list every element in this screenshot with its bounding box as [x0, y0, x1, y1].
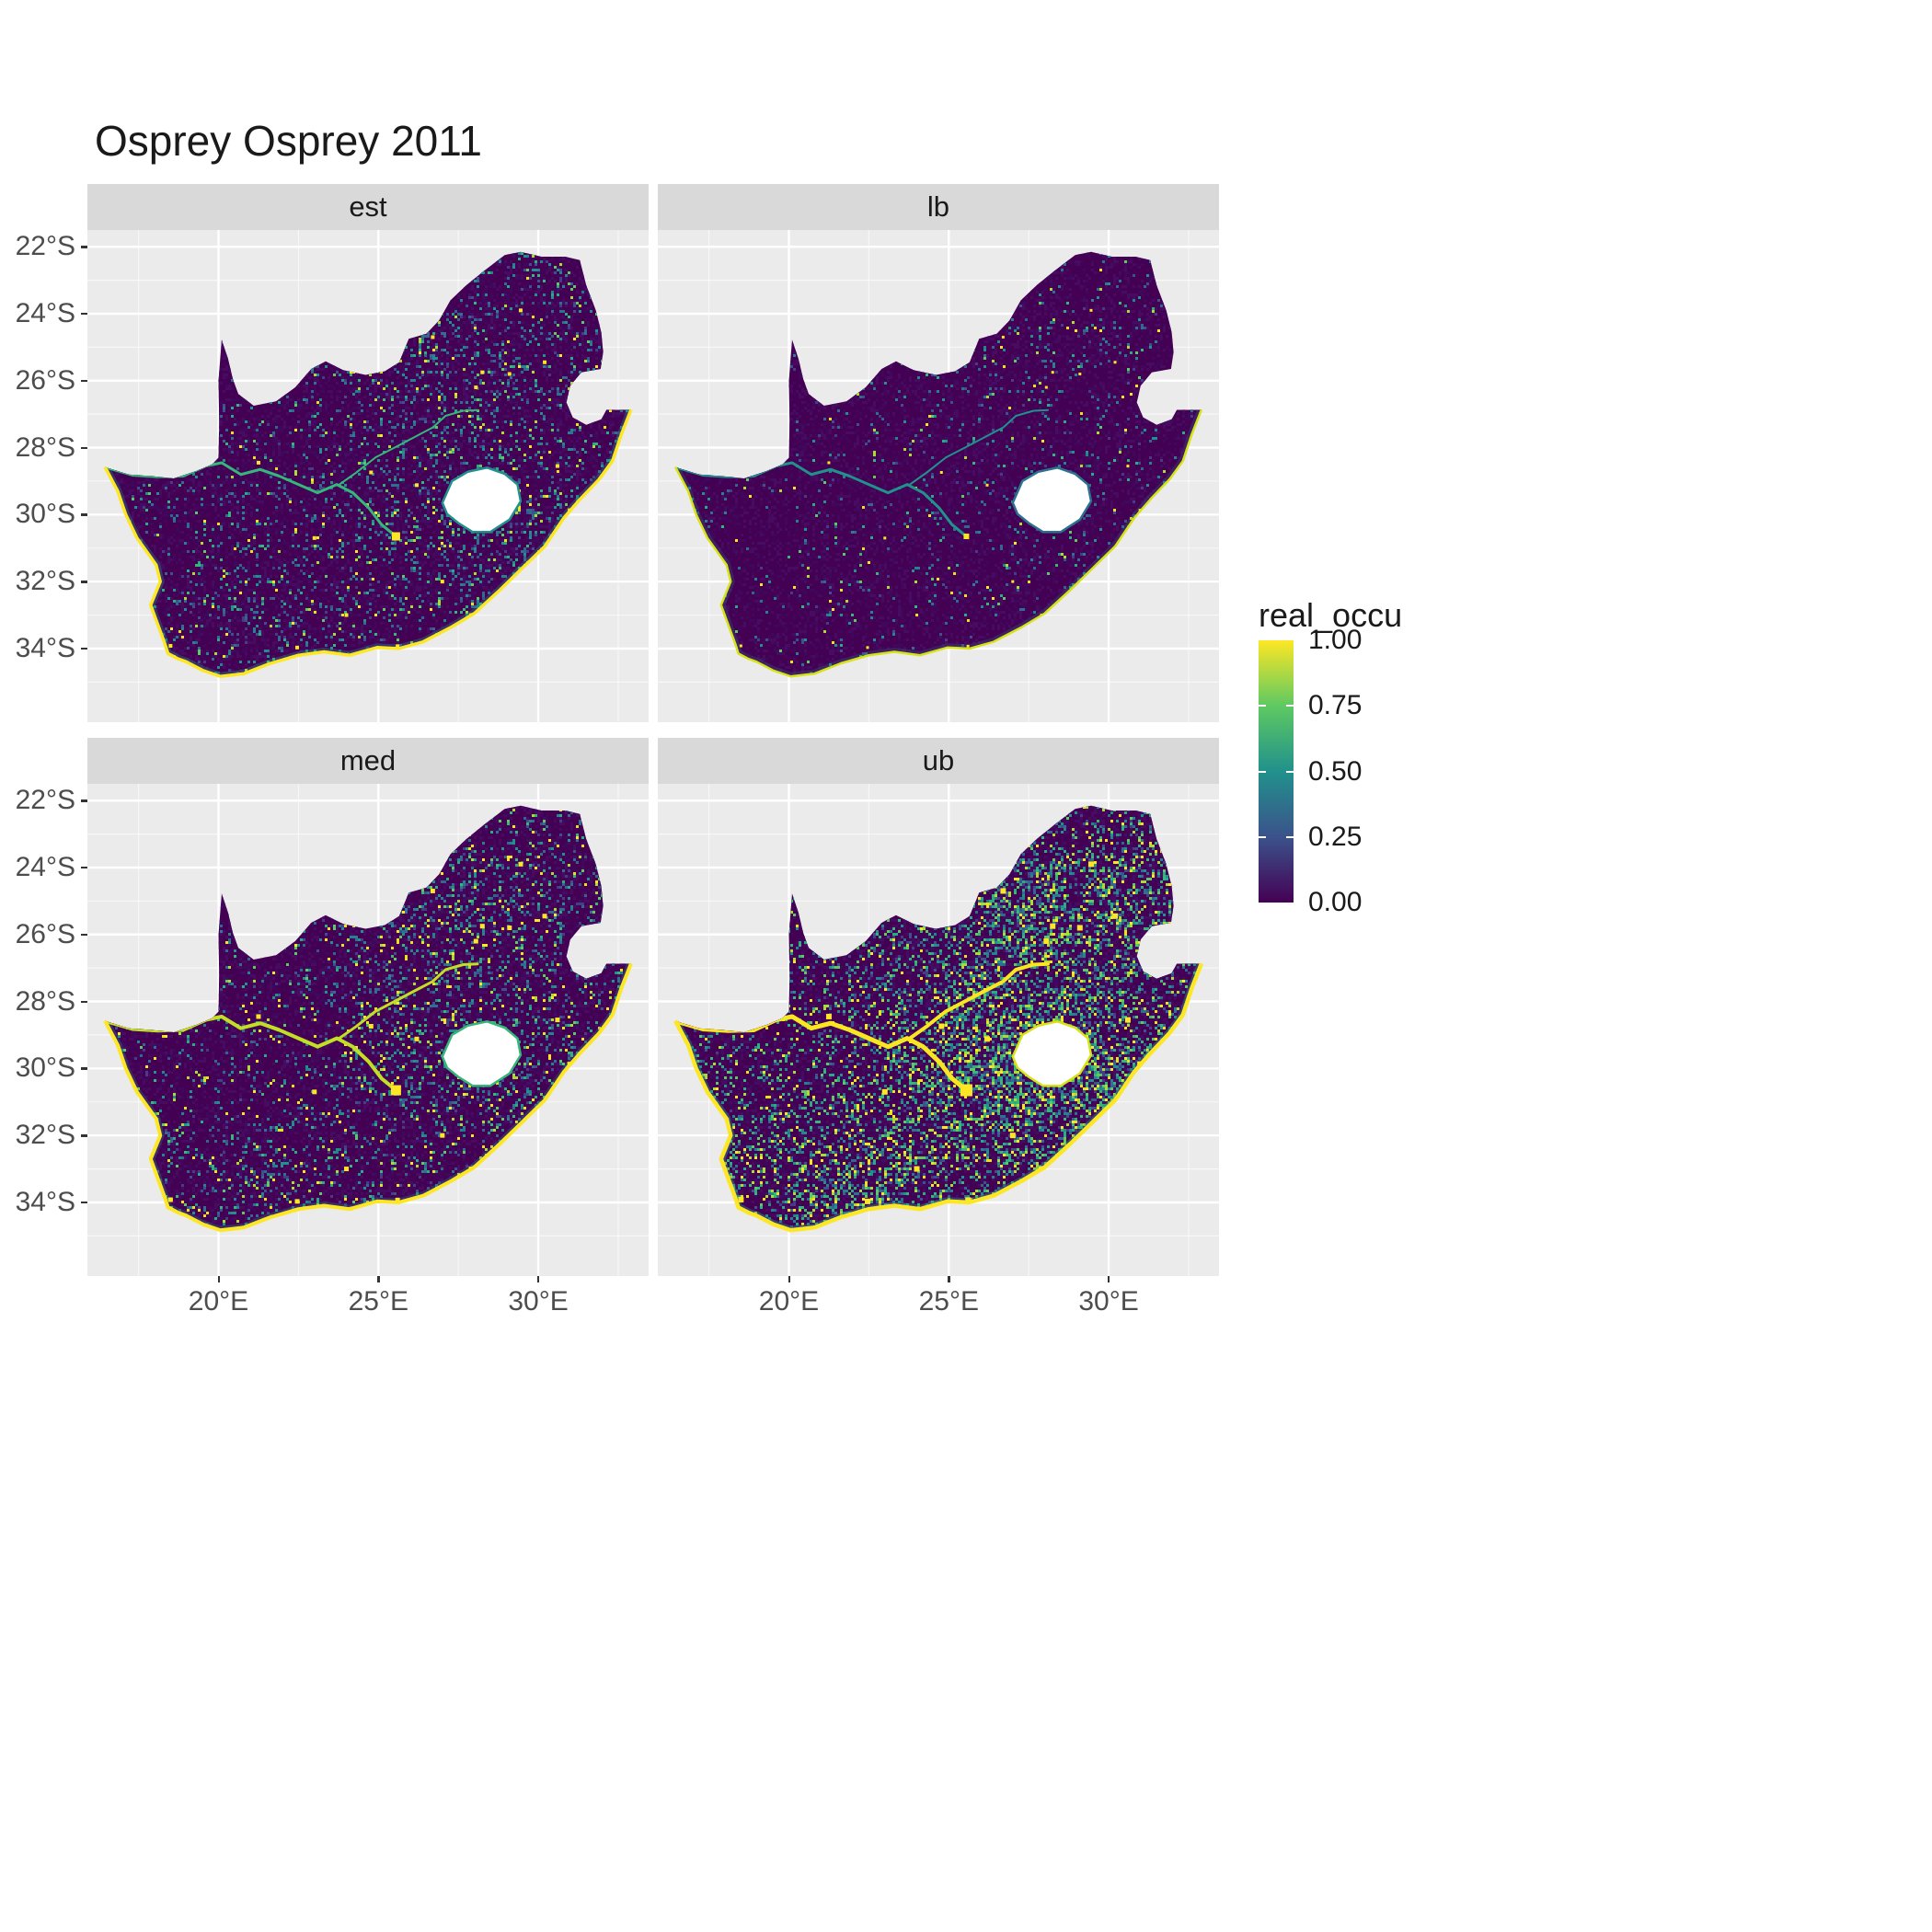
- y-axis-label: 22°S: [15, 785, 75, 816]
- facet-panel-ub: [658, 784, 1219, 1276]
- x-tick-mark: [377, 1276, 380, 1282]
- x-tick-mark: [788, 1276, 790, 1282]
- legend-entry-label: 0.00: [1308, 887, 1363, 917]
- y-axis-label: 28°S: [15, 431, 75, 463]
- facet-strip-med: med: [87, 738, 649, 784]
- legend-tick-mark: [1286, 835, 1294, 838]
- y-tick-mark: [81, 581, 87, 583]
- facet-panel-med: [87, 784, 649, 1276]
- y-axis-label: 34°S: [15, 1186, 75, 1217]
- legend-entry-label: 0.50: [1308, 755, 1363, 787]
- y-tick-mark: [81, 647, 87, 650]
- legend-tick-mark: [1286, 705, 1294, 707]
- y-tick-mark: [81, 1134, 87, 1137]
- y-tick-mark: [81, 866, 87, 869]
- legend-title: real_occu: [1259, 596, 1403, 634]
- facet-label: lb: [926, 190, 950, 223]
- y-tick-mark: [81, 1000, 87, 1003]
- x-tick-mark: [1108, 1276, 1110, 1282]
- x-axis-label: 25°E: [348, 1286, 408, 1317]
- facet-panel-est: [87, 230, 649, 722]
- facet-label: ub: [922, 744, 955, 776]
- chart-title: Osprey Osprey 2011: [95, 117, 483, 165]
- y-axis-label: 28°S: [15, 985, 75, 1017]
- legend-tick-mark: [1259, 770, 1266, 773]
- legend-entry-label: 1.00: [1308, 625, 1363, 655]
- legend-tick-mark: [1259, 835, 1266, 838]
- y-axis-label: 24°S: [15, 297, 75, 328]
- x-tick-mark: [537, 1276, 540, 1282]
- x-tick-mark: [948, 1276, 950, 1282]
- x-axis-label: 20°E: [188, 1286, 249, 1317]
- legend-entry-label: 0.75: [1308, 690, 1363, 721]
- y-axis-label: 26°S: [15, 364, 75, 396]
- legend: real_occu 1.00 0.75 0.50 0.25 0.00: [1257, 596, 1487, 983]
- y-tick-mark: [81, 312, 87, 316]
- y-axis-label: 30°S: [15, 499, 75, 530]
- facet-label: est: [349, 190, 387, 223]
- y-axis-label: 30°S: [15, 1052, 75, 1084]
- y-axis-label: 26°S: [15, 918, 75, 949]
- x-axis-label: 30°E: [1078, 1286, 1139, 1317]
- legend-entry-label: 0.25: [1308, 821, 1363, 852]
- y-tick-mark: [81, 799, 87, 802]
- y-tick-mark: [81, 1201, 87, 1204]
- x-axis-label: 25°E: [918, 1286, 979, 1317]
- y-axis-label: 32°S: [15, 566, 75, 597]
- x-tick-mark: [217, 1276, 220, 1282]
- y-tick-mark: [81, 1067, 87, 1070]
- x-axis-label: 20°E: [758, 1286, 820, 1317]
- legend-tick-mark: [1259, 705, 1266, 707]
- y-tick-mark: [81, 246, 87, 248]
- y-axis-label: 32°S: [15, 1120, 75, 1151]
- y-tick-mark: [81, 446, 87, 449]
- facet-strip-ub: ub: [658, 738, 1219, 784]
- y-axis-label: 34°S: [15, 632, 75, 663]
- legend-tick-mark: [1286, 770, 1294, 773]
- x-axis-label: 30°E: [508, 1286, 569, 1317]
- y-tick-mark: [81, 933, 87, 937]
- y-axis-label: 22°S: [15, 231, 75, 262]
- y-axis-label: 24°S: [15, 851, 75, 882]
- y-tick-mark: [81, 513, 87, 516]
- facet-strip-lb: lb: [658, 184, 1219, 230]
- facet-label: med: [339, 744, 397, 776]
- y-tick-mark: [81, 379, 87, 383]
- facet-panel-lb: [658, 230, 1219, 722]
- facet-strip-est: est: [87, 184, 649, 230]
